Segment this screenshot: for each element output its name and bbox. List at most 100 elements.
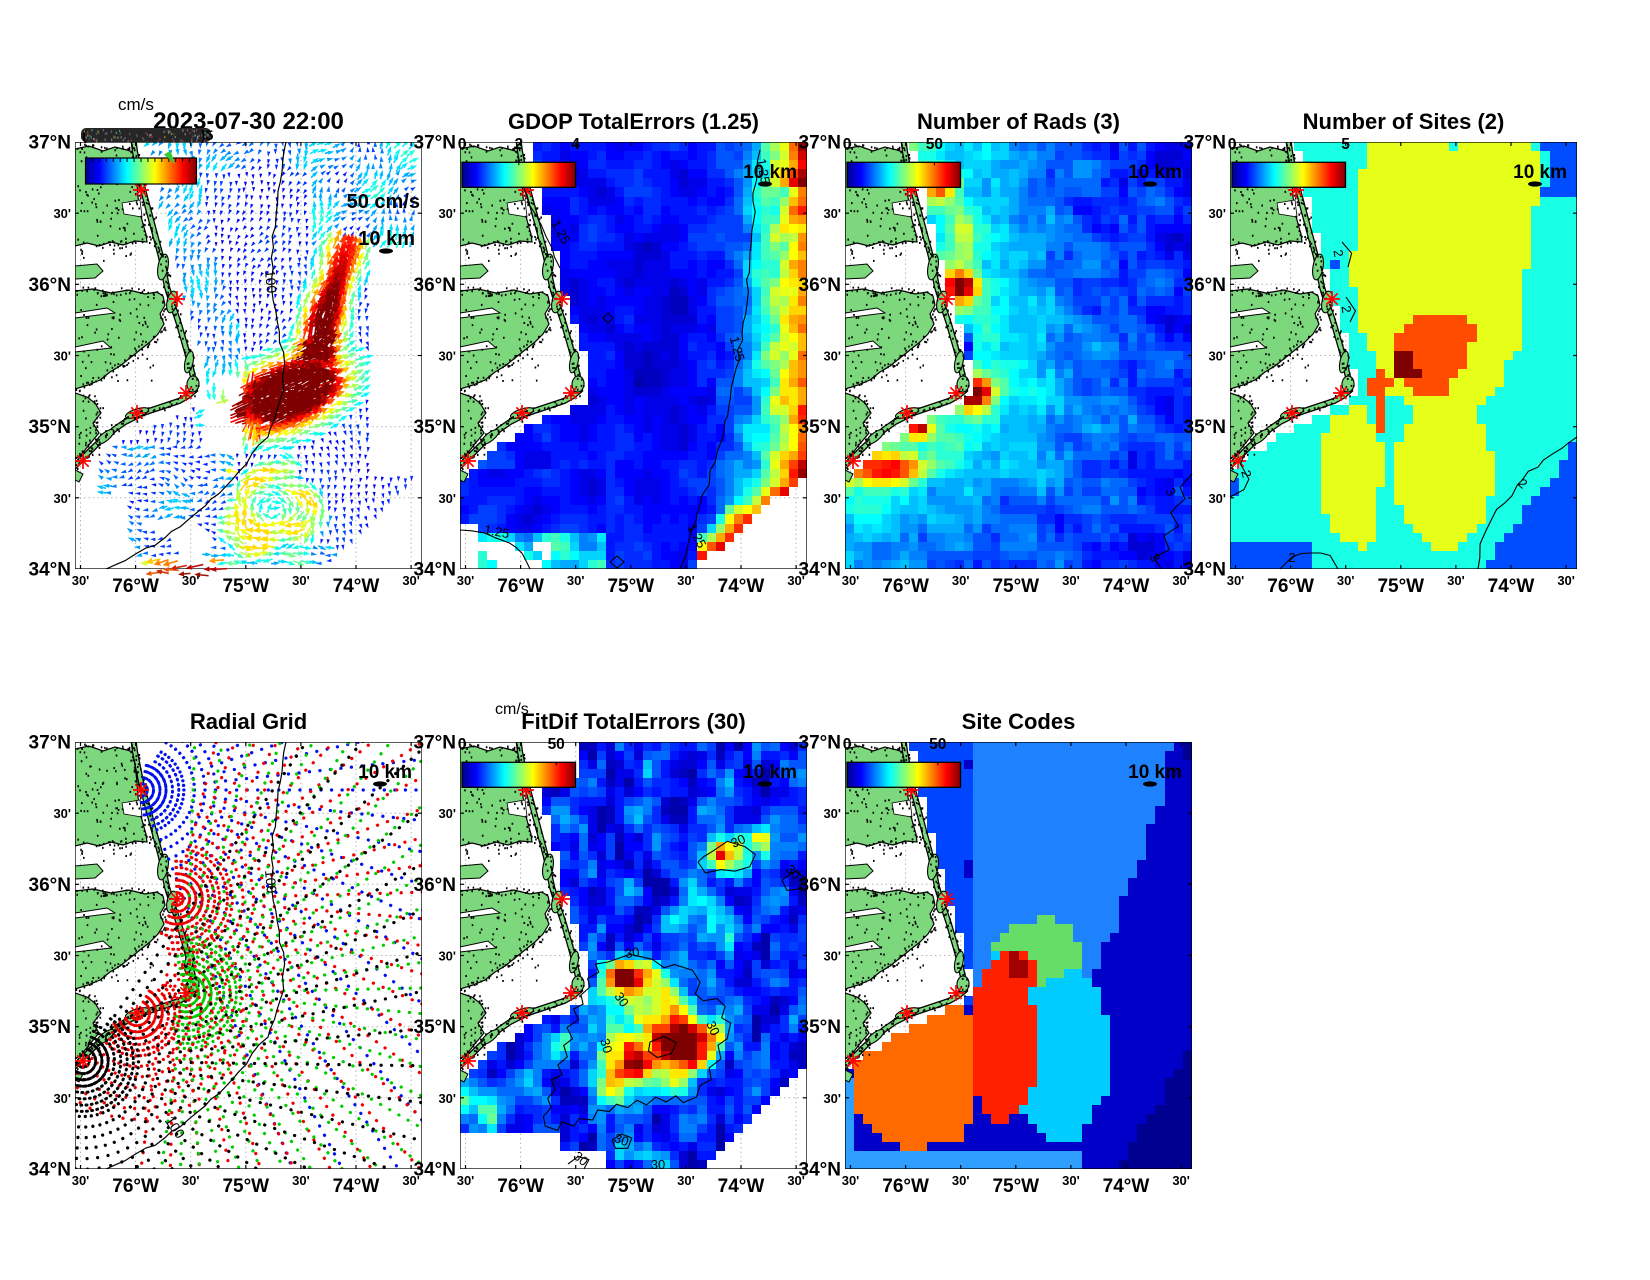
svg-text:36°N: 36°N — [414, 875, 456, 896]
svg-text:75°W: 75°W — [607, 576, 654, 597]
svg-text:100: 100 — [262, 869, 280, 894]
svg-text:30': 30' — [402, 573, 420, 588]
svg-text:30: 30 — [651, 1157, 665, 1172]
svg-text:30': 30' — [842, 573, 860, 588]
svg-text:30': 30' — [823, 1091, 841, 1106]
svg-text:30': 30' — [438, 806, 456, 821]
svg-text:30': 30' — [53, 1091, 71, 1106]
svg-text:0: 0 — [458, 136, 467, 153]
svg-text:74°W: 74°W — [1488, 576, 1535, 597]
svg-text:34°N: 34°N — [799, 560, 841, 581]
svg-text:30': 30' — [72, 1173, 90, 1188]
svg-text:30': 30' — [457, 573, 475, 588]
svg-text:30': 30' — [438, 1091, 456, 1106]
svg-text:30': 30' — [823, 491, 841, 506]
svg-text:75°W: 75°W — [607, 1176, 654, 1197]
svg-text:34°N: 34°N — [414, 560, 456, 581]
svg-text:30': 30' — [567, 1173, 585, 1188]
svg-text:50 cm/s: 50 cm/s — [347, 191, 420, 213]
svg-text:30': 30' — [823, 206, 841, 221]
svg-text:34°N: 34°N — [29, 560, 71, 581]
svg-text:74°W: 74°W — [333, 1176, 380, 1197]
svg-text:75°W: 75°W — [1377, 576, 1424, 597]
svg-text:2: 2 — [1288, 550, 1295, 565]
svg-text:30': 30' — [952, 573, 970, 588]
svg-text:76°W: 76°W — [497, 576, 544, 597]
svg-text:GDOP TotalErrors (1.25): GDOP TotalErrors (1.25) — [508, 109, 759, 134]
svg-text:1.25: 1.25 — [727, 335, 748, 363]
svg-text:30: 30 — [611, 989, 632, 1009]
svg-text:0: 0 — [1228, 136, 1237, 153]
svg-text:36°N: 36°N — [414, 275, 456, 296]
svg-text:FitDif TotalErrors (30): FitDif TotalErrors (30) — [521, 709, 746, 734]
svg-text:75°W: 75°W — [222, 1176, 269, 1197]
svg-text:Number of Rads (3): Number of Rads (3) — [917, 109, 1120, 134]
svg-text:74°W: 74°W — [718, 1176, 765, 1197]
svg-text:4: 4 — [571, 136, 580, 153]
svg-text:30': 30' — [457, 1173, 475, 1188]
svg-text:30': 30' — [677, 573, 695, 588]
svg-text:30': 30' — [1557, 573, 1575, 588]
svg-text:30': 30' — [53, 949, 71, 964]
svg-text:37°N: 37°N — [414, 133, 456, 154]
svg-text:30': 30' — [823, 949, 841, 964]
svg-text:2: 2 — [514, 136, 523, 153]
svg-text:30': 30' — [1208, 349, 1226, 364]
svg-text:10 km: 10 km — [358, 762, 412, 783]
svg-text:2: 2 — [1330, 248, 1346, 258]
svg-text:0: 0 — [843, 736, 852, 753]
svg-text:0: 0 — [458, 736, 467, 753]
svg-text:75°W: 75°W — [992, 1176, 1039, 1197]
svg-text:37°N: 37°N — [799, 733, 841, 754]
svg-text:37°N: 37°N — [799, 133, 841, 154]
svg-text:35°N: 35°N — [799, 1017, 841, 1038]
svg-text:76°W: 76°W — [497, 1176, 544, 1197]
svg-text:10 km: 10 km — [1128, 762, 1182, 783]
svg-text:30': 30' — [823, 349, 841, 364]
svg-text:74°W: 74°W — [333, 576, 380, 597]
svg-text:10 km: 10 km — [743, 162, 797, 183]
svg-text:76°W: 76°W — [1267, 576, 1314, 597]
svg-text:Radial Grid: Radial Grid — [190, 709, 307, 734]
svg-text:30': 30' — [787, 1173, 805, 1188]
svg-text:35°N: 35°N — [414, 1017, 456, 1038]
svg-text:37°N: 37°N — [414, 733, 456, 754]
svg-text:37°N: 37°N — [29, 133, 71, 154]
svg-text:30': 30' — [1172, 1173, 1190, 1188]
svg-text:74°W: 74°W — [718, 576, 765, 597]
svg-text:76°W: 76°W — [112, 576, 159, 597]
svg-text:35°N: 35°N — [29, 417, 71, 438]
svg-text:10 km: 10 km — [358, 228, 415, 250]
svg-text:76°W: 76°W — [882, 1176, 929, 1197]
svg-text:30': 30' — [402, 1173, 420, 1188]
svg-text:10 km: 10 km — [1128, 162, 1182, 183]
svg-text:36°N: 36°N — [29, 875, 71, 896]
svg-text:36°N: 36°N — [1184, 275, 1226, 296]
svg-text:30': 30' — [1447, 573, 1465, 588]
svg-text:50: 50 — [929, 736, 946, 753]
svg-text:100: 100 — [262, 269, 280, 294]
svg-text:30': 30' — [1227, 573, 1245, 588]
svg-text:50: 50 — [548, 736, 565, 753]
svg-text:cm/s: cm/s — [118, 95, 154, 114]
svg-text:cm/s: cm/s — [495, 701, 529, 718]
svg-text:35°N: 35°N — [799, 417, 841, 438]
svg-text:30: 30 — [597, 1037, 615, 1055]
svg-text:30': 30' — [952, 1173, 970, 1188]
svg-text:30': 30' — [1062, 1173, 1080, 1188]
svg-text:1.25: 1.25 — [483, 522, 511, 541]
svg-text:50: 50 — [926, 136, 943, 153]
svg-text:30: 30 — [624, 944, 641, 961]
svg-text:30': 30' — [1337, 573, 1355, 588]
svg-text:30': 30' — [292, 1173, 310, 1188]
svg-text:74°W: 74°W — [1103, 576, 1150, 597]
svg-text:75°W: 75°W — [992, 576, 1039, 597]
svg-text:36°N: 36°N — [799, 275, 841, 296]
svg-text:1.25: 1.25 — [754, 157, 773, 185]
svg-text:34°N: 34°N — [414, 1160, 456, 1181]
svg-text:10 km: 10 km — [743, 762, 797, 783]
svg-text:36°N: 36°N — [799, 875, 841, 896]
svg-text:30': 30' — [53, 806, 71, 821]
svg-text:76°W: 76°W — [112, 1176, 159, 1197]
svg-text:30': 30' — [182, 573, 200, 588]
